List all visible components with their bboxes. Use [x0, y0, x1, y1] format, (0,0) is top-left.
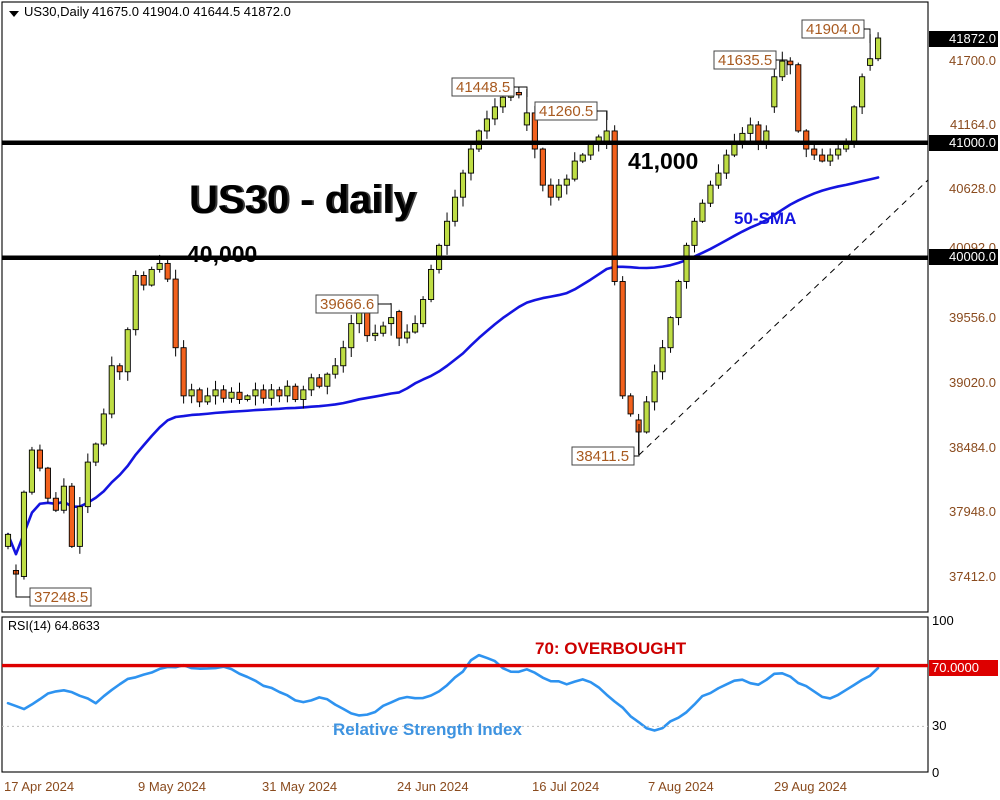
svg-text:37412.0: 37412.0 [949, 569, 996, 584]
svg-text:US30,Daily: US30,Daily [24, 4, 90, 19]
svg-text:41635.5: 41635.5 [718, 52, 772, 69]
svg-text:16 Jul 2024: 16 Jul 2024 [532, 779, 599, 794]
svg-text:37248.5: 37248.5 [34, 589, 88, 606]
svg-text:RSI(14) 64.8633: RSI(14) 64.8633 [8, 619, 100, 633]
svg-text:41164.0: 41164.0 [950, 117, 996, 132]
svg-text:40000.0: 40000.0 [949, 249, 996, 264]
svg-text:US30 - daily: US30 - daily [189, 178, 417, 222]
svg-text:41872.0: 41872.0 [949, 31, 996, 46]
svg-text:38411.5: 38411.5 [576, 448, 629, 465]
svg-text:41260.5: 41260.5 [539, 103, 593, 120]
svg-text:39556.0: 39556.0 [949, 310, 996, 325]
svg-text:38484.0: 38484.0 [949, 440, 996, 455]
svg-text:37948.0: 37948.0 [949, 504, 996, 519]
svg-text:41700.0: 41700.0 [949, 53, 996, 68]
svg-text:41675.0 41904.0 41644.5 41872.: 41675.0 41904.0 41644.5 41872.0 [92, 4, 291, 19]
svg-text:41000.0: 41000.0 [949, 135, 996, 150]
svg-text:41904.0: 41904.0 [806, 21, 860, 38]
svg-text:40,000: 40,000 [187, 241, 257, 267]
svg-text:30: 30 [932, 718, 946, 733]
svg-text:70.0000: 70.0000 [932, 660, 979, 675]
svg-text:41,000: 41,000 [628, 148, 698, 174]
svg-text:50-SMA: 50-SMA [734, 209, 796, 228]
svg-text:39020.0: 39020.0 [949, 375, 996, 390]
svg-text:Relative Strength Index: Relative Strength Index [333, 720, 522, 739]
svg-text:7 Aug 2024: 7 Aug 2024 [648, 779, 714, 794]
svg-text:29 Aug 2024: 29 Aug 2024 [774, 779, 847, 794]
svg-text:39666.6: 39666.6 [320, 296, 374, 313]
svg-text:31 May 2024: 31 May 2024 [262, 779, 337, 794]
svg-text:70: OVERBOUGHT: 70: OVERBOUGHT [535, 639, 687, 658]
svg-text:17 Apr 2024: 17 Apr 2024 [4, 779, 74, 794]
svg-text:0: 0 [932, 765, 939, 780]
svg-text:24 Jun 2024: 24 Jun 2024 [397, 779, 469, 794]
svg-text:40628.0: 40628.0 [949, 181, 996, 196]
svg-text:100: 100 [932, 613, 954, 628]
svg-text:9 May 2024: 9 May 2024 [138, 779, 206, 794]
svg-text:41448.5: 41448.5 [456, 79, 510, 96]
